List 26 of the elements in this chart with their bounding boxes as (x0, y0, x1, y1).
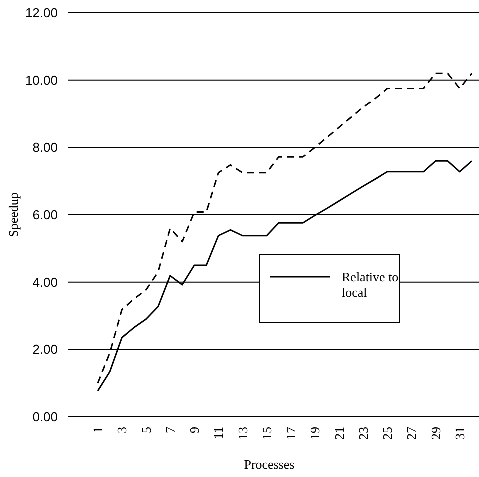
x-tick-label: 11 (211, 427, 226, 440)
y-tick-label: 4.00 (32, 274, 58, 290)
x-tick-label: 3 (114, 427, 130, 434)
y-tick-label: 8.00 (32, 140, 58, 156)
x-tick-label: 29 (428, 427, 444, 440)
y-tick-label: 6.00 (32, 208, 58, 223)
x-tick-label: 7 (162, 426, 178, 434)
x-tick-label: 25 (380, 427, 396, 440)
y-axis-title: Speedup (6, 192, 21, 238)
x-tick-label: 15 (259, 427, 274, 440)
x-tick-label: 19 (308, 427, 323, 440)
x-tick-label: 5 (138, 427, 154, 434)
x-tick-label: 1 (90, 427, 106, 434)
x-tick-label: 23 (356, 427, 371, 440)
y-tick-label: 0.00 (32, 410, 58, 425)
x-tick-label: 13 (235, 427, 250, 440)
x-tick-label: 9 (187, 427, 202, 434)
y-tick-label: 10.00 (25, 72, 58, 88)
x-tick-label: 27 (404, 426, 420, 440)
x-axis-title: Processes (244, 457, 295, 472)
x-tick-label: 31 (452, 427, 468, 440)
x-tick-label: 21 (332, 427, 347, 440)
x-tick-label: 17 (284, 426, 299, 440)
y-tick-label: 12.00 (25, 6, 58, 21)
legend-label: Relative to local (342, 270, 399, 300)
y-tick-label: 2.00 (32, 342, 58, 358)
